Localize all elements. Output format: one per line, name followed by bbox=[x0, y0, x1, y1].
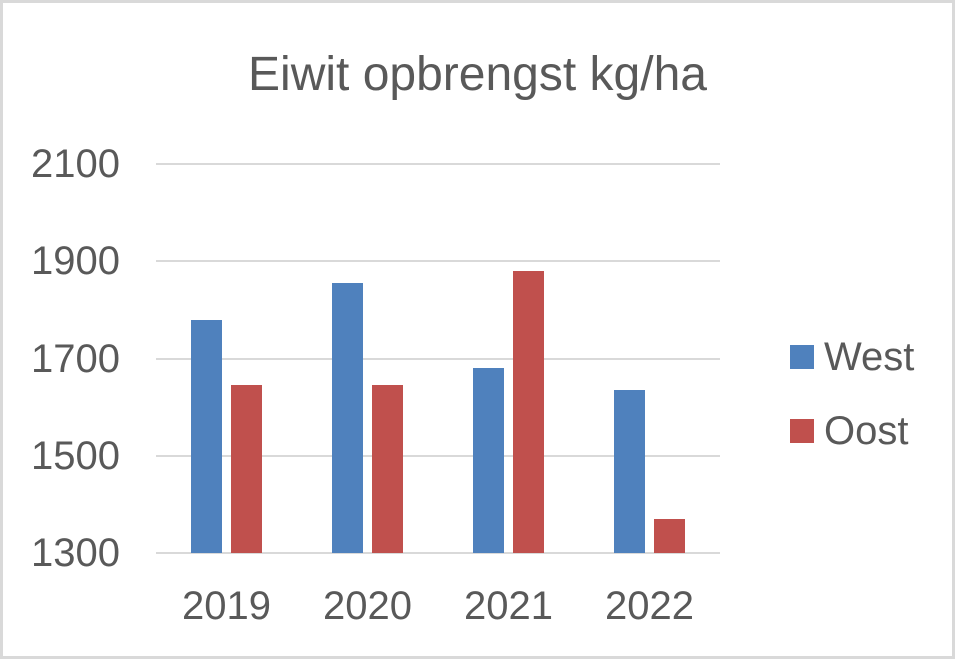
legend-swatch-west-icon bbox=[790, 345, 814, 369]
legend-swatch-oost-icon bbox=[790, 419, 814, 443]
x-axis-label: 2019 bbox=[182, 584, 271, 628]
legend-label: Oost bbox=[824, 409, 909, 453]
bar-oost-2022 bbox=[653, 518, 685, 553]
chart-title: Eiwit opbrengst kg/ha bbox=[248, 48, 707, 101]
y-axis-tick-label: 1300 bbox=[31, 531, 120, 575]
legend-label: West bbox=[824, 335, 915, 379]
bar-west-2020 bbox=[332, 283, 364, 553]
bar-west-2019 bbox=[191, 319, 223, 553]
bar-oost-2019 bbox=[230, 385, 262, 553]
legend-item-west: West bbox=[790, 335, 914, 379]
x-axis-label: 2021 bbox=[464, 584, 553, 628]
bar-west-2022 bbox=[614, 390, 646, 553]
bar-oost-2020 bbox=[371, 385, 403, 553]
x-axis-label: 2022 bbox=[605, 584, 694, 628]
gridline bbox=[156, 163, 720, 165]
y-axis-tick-label: 1900 bbox=[31, 239, 120, 284]
bar-west-2021 bbox=[473, 368, 505, 553]
legend-item-oost: Oost bbox=[790, 409, 908, 453]
y-axis-tick-label: 1700 bbox=[31, 336, 120, 381]
gridline bbox=[156, 454, 720, 457]
gridline bbox=[156, 260, 720, 263]
y-axis-tick-label: 2100 bbox=[31, 142, 120, 186]
x-axis-label: 2020 bbox=[323, 584, 412, 628]
gridline bbox=[156, 552, 720, 554]
y-axis-tick-label: 1500 bbox=[31, 433, 120, 478]
bar-oost-2021 bbox=[512, 270, 544, 553]
gridline bbox=[156, 357, 720, 360]
